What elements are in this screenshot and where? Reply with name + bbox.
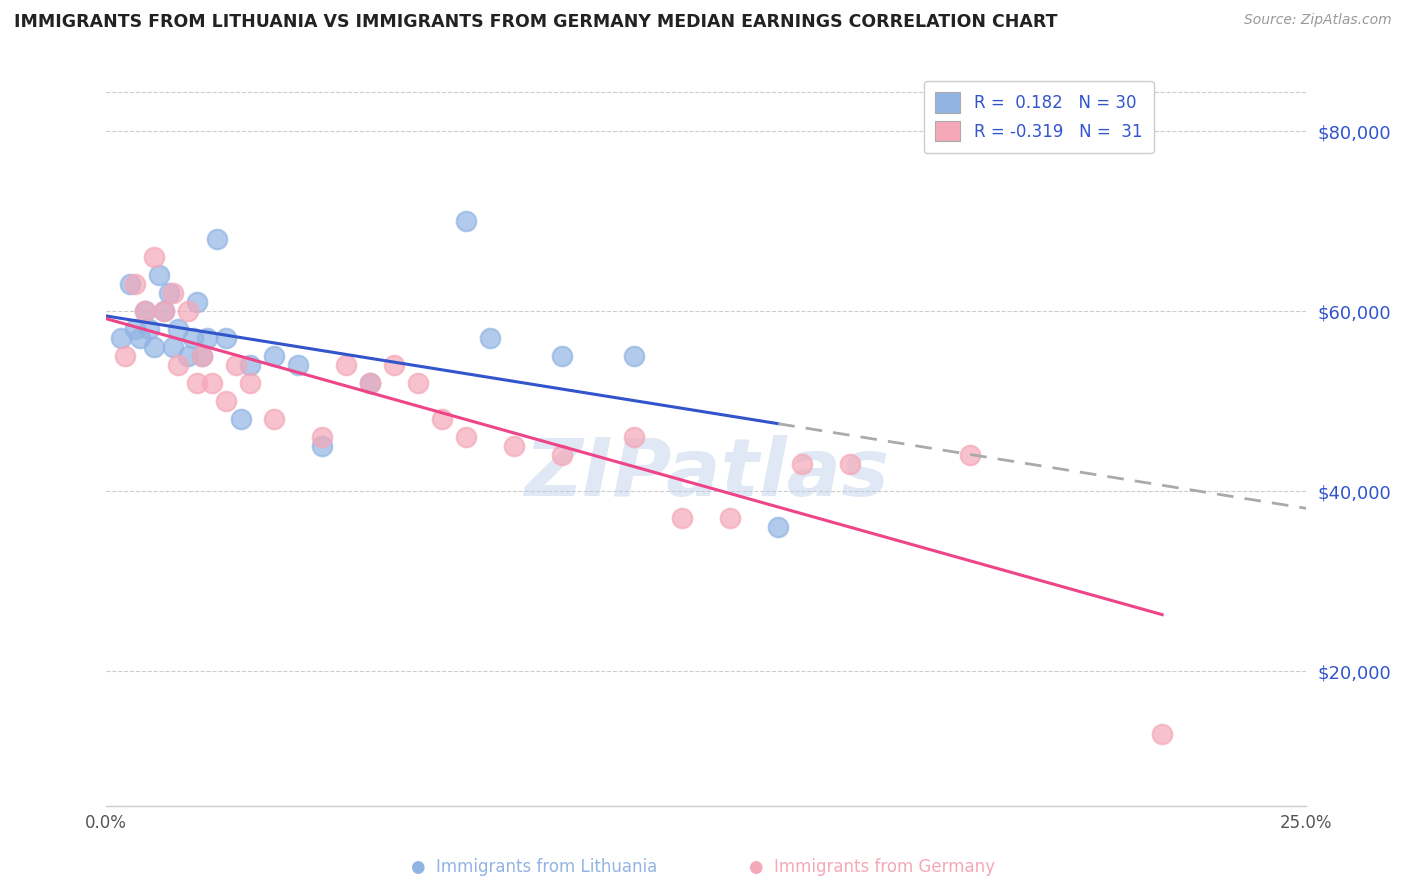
Point	[215, 394, 238, 409]
Point	[766, 520, 789, 534]
Point	[359, 376, 381, 391]
Point	[143, 340, 166, 354]
Point	[186, 376, 208, 391]
Text: IMMIGRANTS FROM LITHUANIA VS IMMIGRANTS FROM GERMANY MEDIAN EARNINGS CORRELATION: IMMIGRANTS FROM LITHUANIA VS IMMIGRANTS …	[14, 13, 1057, 31]
Point	[138, 322, 160, 336]
Point	[215, 331, 238, 345]
Point	[167, 359, 190, 373]
Point	[191, 349, 214, 363]
Point	[128, 331, 150, 345]
Point	[162, 340, 184, 354]
Point	[148, 268, 170, 283]
Point	[120, 277, 142, 292]
Text: ●  Immigrants from Germany: ● Immigrants from Germany	[749, 858, 994, 876]
Point	[177, 349, 200, 363]
Point	[287, 359, 309, 373]
Point	[551, 448, 574, 462]
Point	[110, 331, 132, 345]
Point	[143, 251, 166, 265]
Point	[229, 412, 252, 426]
Point	[162, 286, 184, 301]
Point	[382, 359, 405, 373]
Point	[359, 376, 381, 391]
Point	[153, 304, 176, 318]
Point	[406, 376, 429, 391]
Point	[239, 359, 262, 373]
Point	[456, 430, 478, 444]
Point	[311, 430, 333, 444]
Point	[205, 232, 228, 246]
Point	[792, 457, 814, 471]
Point	[671, 511, 693, 525]
Point	[114, 349, 136, 363]
Point	[432, 412, 454, 426]
Point	[167, 322, 190, 336]
Point	[124, 322, 146, 336]
Point	[1152, 727, 1174, 741]
Text: ●  Immigrants from Lithuania: ● Immigrants from Lithuania	[411, 858, 658, 876]
Point	[551, 349, 574, 363]
Point	[195, 331, 218, 345]
Text: ZIPatlas: ZIPatlas	[523, 435, 889, 513]
Point	[623, 430, 645, 444]
Point	[157, 286, 180, 301]
Point	[623, 349, 645, 363]
Point	[263, 412, 285, 426]
Point	[839, 457, 862, 471]
Point	[201, 376, 224, 391]
Point	[134, 304, 156, 318]
Point	[503, 439, 526, 453]
Point	[181, 331, 204, 345]
Point	[479, 331, 502, 345]
Point	[186, 295, 208, 310]
Point	[134, 304, 156, 318]
Point	[959, 448, 981, 462]
Point	[311, 439, 333, 453]
Point	[239, 376, 262, 391]
Point	[225, 359, 247, 373]
Text: Source: ZipAtlas.com: Source: ZipAtlas.com	[1244, 13, 1392, 28]
Point	[177, 304, 200, 318]
Point	[153, 304, 176, 318]
Point	[191, 349, 214, 363]
Point	[263, 349, 285, 363]
Point	[124, 277, 146, 292]
Point	[335, 359, 357, 373]
Point	[456, 214, 478, 228]
Legend: R =  0.182   N = 30, R = -0.319   N =  31: R = 0.182 N = 30, R = -0.319 N = 31	[924, 80, 1154, 153]
Point	[718, 511, 741, 525]
